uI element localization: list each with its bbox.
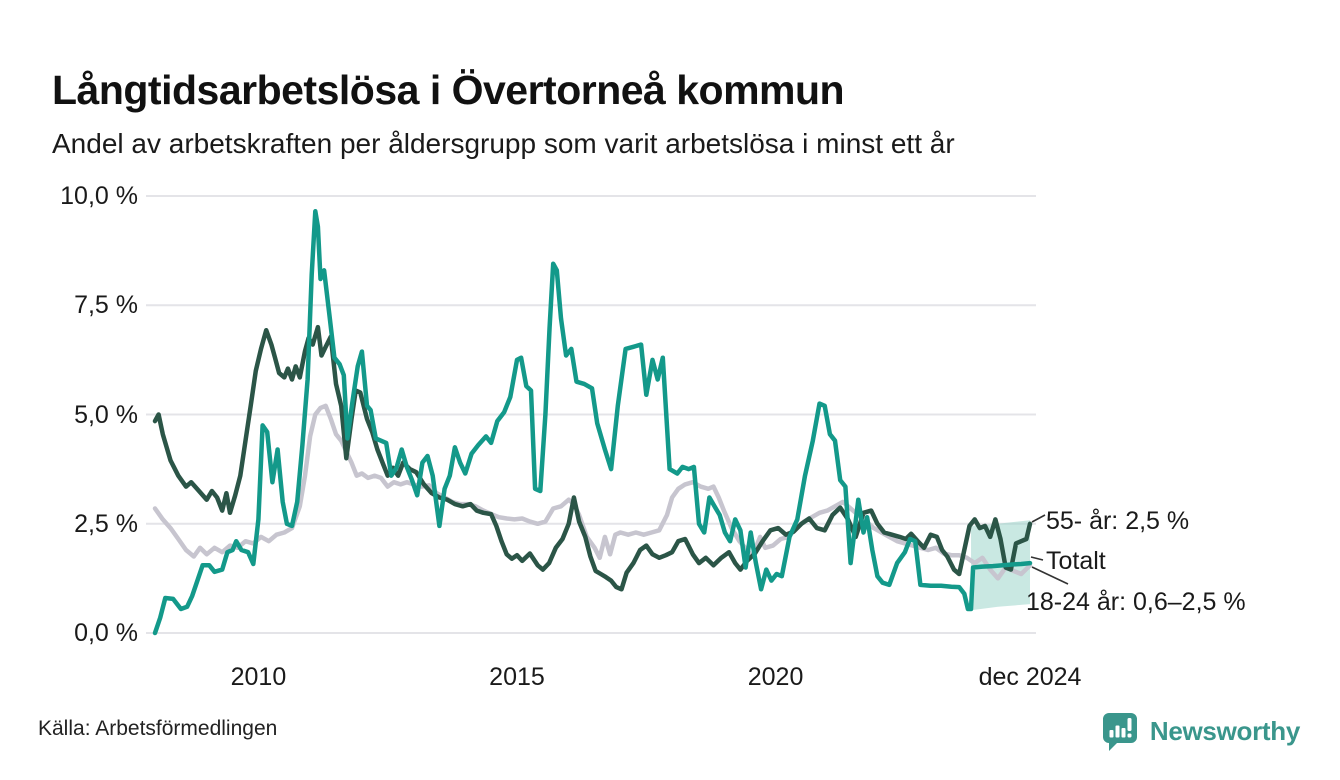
series-label-55-ar: 55- år: 2,5 % bbox=[1046, 507, 1190, 535]
annotation-connector bbox=[1031, 514, 1046, 523]
x-tick-label: 2010 bbox=[230, 663, 287, 691]
source-note: Källa: Arbetsförmedlingen bbox=[38, 717, 278, 740]
x-tick-label: 2015 bbox=[489, 663, 545, 691]
brand-logo: Newsworthy bbox=[1100, 710, 1300, 752]
x-tick-label: dec 2024 bbox=[978, 663, 1082, 691]
y-tick-label: 2,5 % bbox=[74, 509, 138, 538]
y-tick-label: 7,5 % bbox=[74, 291, 138, 320]
series-line-18-24-r bbox=[152, 209, 1033, 636]
chart-subtitle: Andel av arbetskraften per åldersgrupp s… bbox=[52, 128, 955, 159]
x-tick-label: 2020 bbox=[747, 663, 804, 691]
page-title: Långtidsarbetslösa i Övertorneå kommun bbox=[52, 67, 845, 114]
newsworthy-chart-bubble-icon bbox=[1100, 710, 1140, 752]
series-line-totalt bbox=[152, 403, 1033, 581]
brand-name: Newsworthy bbox=[1149, 715, 1300, 746]
series-label-18-24-ar: 18-24 år: 0,6–2,5 % bbox=[1026, 588, 1246, 616]
y-tick-label: 0,0 % bbox=[74, 619, 138, 647]
series-line-55-r bbox=[152, 324, 1033, 592]
y-tick-label: 5,0 % bbox=[74, 400, 138, 429]
annotation-connector bbox=[1030, 556, 1044, 561]
y-tick-label: 10,0 % bbox=[60, 182, 138, 210]
annotation-connector bbox=[1031, 566, 1069, 585]
series-label-totalt: Totalt bbox=[1046, 547, 1106, 575]
